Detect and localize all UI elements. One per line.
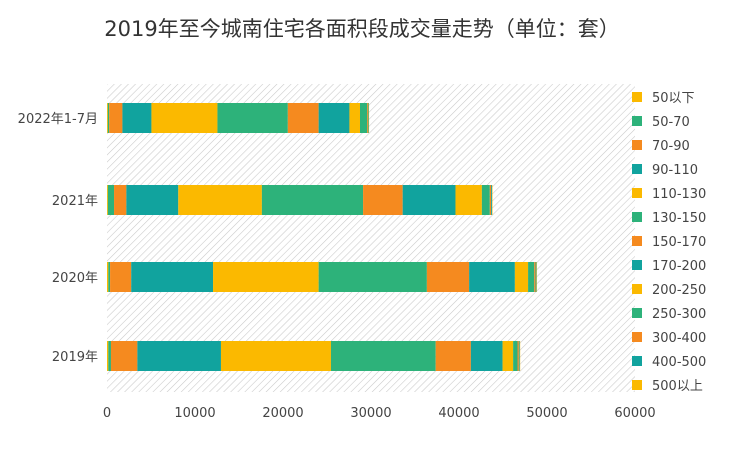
legend-swatch: [632, 140, 642, 150]
bar-segment: [110, 262, 131, 292]
legend-label: 500以上: [652, 379, 703, 394]
bar-segment: [262, 185, 363, 215]
bar-segment: [217, 103, 287, 133]
bar-segment: [221, 341, 331, 371]
bar-segment: [349, 103, 360, 133]
bar-segment: [213, 262, 319, 292]
category-label: 2020年: [52, 271, 98, 286]
bar-segment: [137, 341, 221, 371]
category-label: 2022年1-7月: [18, 112, 98, 127]
bar-segment: [513, 341, 517, 371]
legend-swatch: [632, 116, 642, 126]
legend-label: 400-500: [652, 355, 706, 370]
bar-segment: [288, 103, 319, 133]
bar-segment: [518, 341, 519, 371]
bar-segment: [114, 185, 126, 215]
x-tick-label: 30000: [350, 406, 391, 421]
chart-title: 2019年至今城南住宅各面积段成交量走势（单位：套）: [104, 17, 619, 41]
legend-swatch: [632, 236, 642, 246]
bar-segment: [108, 185, 114, 215]
bar-segment: [491, 185, 492, 215]
legend: 50以下 50-70 70-90 90-110 110-130 130-150 150-17…: [632, 91, 706, 394]
bar-segment: [108, 103, 109, 133]
legend-label: 130-150: [652, 211, 706, 226]
x-tick-label: 60000: [614, 406, 655, 421]
bar-segment: [107, 262, 108, 292]
bar-segment: [109, 103, 122, 133]
bar-segment: [122, 103, 151, 133]
legend-swatch: [632, 380, 642, 390]
bar-segment: [108, 341, 111, 371]
legend-label: 90-110: [652, 163, 698, 178]
bar-segment: [490, 185, 491, 215]
legend-label: 150-170: [652, 235, 706, 250]
legend-label: 110-130: [652, 187, 706, 202]
legend-label: 70-90: [652, 139, 690, 154]
legend-swatch: [632, 188, 642, 198]
bar-segment: [126, 185, 178, 215]
bar-segment: [469, 262, 515, 292]
x-tick-label: 40000: [438, 406, 479, 421]
x-tick-label: 0: [103, 406, 111, 421]
category-labels: 2022年1-7月 2021年 2020年 2019年: [18, 112, 98, 365]
bar-segment: [427, 262, 469, 292]
bar-segment: [519, 341, 520, 371]
bar-segment: [151, 103, 217, 133]
bar-segment: [363, 185, 403, 215]
bar-segment: [403, 185, 456, 215]
bar-segment: [107, 103, 108, 133]
bar-segment: [503, 341, 514, 371]
bar-segment: [360, 103, 367, 133]
legend-swatch: [632, 260, 642, 270]
bar-segment: [528, 262, 534, 292]
x-axis-ticks: 0 10000 20000 30000 40000 50000 60000: [103, 406, 656, 421]
legend-label: 300-400: [652, 331, 706, 346]
bar-segment: [515, 262, 528, 292]
bar-segment: [436, 341, 471, 371]
bar-segment: [178, 185, 262, 215]
category-label: 2019年: [52, 350, 98, 365]
bar-segment: [107, 185, 108, 215]
legend-swatch: [632, 92, 642, 102]
bar-segment: [367, 103, 368, 133]
bar-segment: [455, 185, 481, 215]
legend-label: 250-300: [652, 307, 706, 322]
legend-label: 200-250: [652, 283, 706, 298]
bar-segment: [331, 341, 436, 371]
x-tick-label: 20000: [262, 406, 303, 421]
legend-swatch: [632, 332, 642, 342]
x-tick-label: 10000: [174, 406, 215, 421]
legend-label: 170-200: [652, 259, 706, 274]
legend-swatch: [632, 284, 642, 294]
legend-label: 50以下: [652, 91, 695, 106]
category-label: 2021年: [52, 194, 98, 209]
legend-swatch: [632, 164, 642, 174]
bar-segment: [536, 262, 537, 292]
legend-swatch: [632, 356, 642, 366]
bar-segment: [107, 341, 108, 371]
legend-label: 50-70: [652, 115, 690, 130]
bar-segment: [368, 103, 369, 133]
bar-segment: [111, 341, 137, 371]
bar-segment: [534, 262, 535, 292]
bar-segment: [131, 262, 213, 292]
x-tick-label: 50000: [526, 406, 567, 421]
bar-segment: [319, 103, 350, 133]
bar-segment: [471, 341, 503, 371]
bar-segment: [482, 185, 490, 215]
legend-swatch: [632, 308, 642, 318]
legend-swatch: [632, 212, 642, 222]
bar-segment: [319, 262, 427, 292]
bar-segment: [108, 262, 110, 292]
